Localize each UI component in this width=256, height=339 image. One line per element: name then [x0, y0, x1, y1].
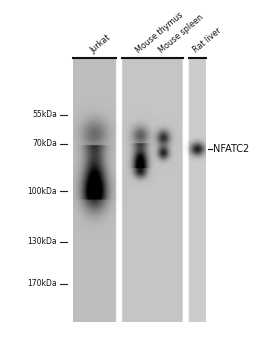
Text: 170kDa: 170kDa: [27, 279, 57, 288]
Text: NFATC2: NFATC2: [214, 144, 250, 155]
Text: 130kDa: 130kDa: [27, 237, 57, 246]
Text: Jurkat: Jurkat: [89, 33, 112, 55]
Text: 70kDa: 70kDa: [32, 139, 57, 148]
Text: 55kDa: 55kDa: [32, 110, 57, 119]
Text: Rat liver: Rat liver: [192, 26, 223, 55]
Text: Mouse spleen: Mouse spleen: [158, 13, 206, 55]
Text: 100kDa: 100kDa: [27, 187, 57, 196]
Text: Mouse thymus: Mouse thymus: [135, 10, 185, 55]
